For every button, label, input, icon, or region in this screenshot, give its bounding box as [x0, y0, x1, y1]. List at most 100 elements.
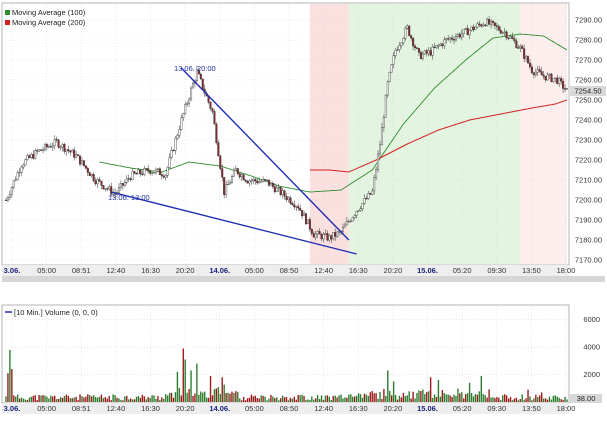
candle-body — [16, 172, 19, 180]
candle-body — [123, 182, 126, 186]
candle-body — [289, 197, 292, 204]
candle-body — [283, 190, 286, 197]
wedge-upper-line — [180, 67, 350, 241]
candle-body — [343, 224, 346, 228]
volume-bar — [176, 371, 179, 402]
price-badge-value: 7254.50 — [574, 87, 601, 96]
volume-bar — [73, 397, 75, 402]
candle-body — [248, 180, 251, 184]
candle-body — [425, 50, 428, 54]
candle-body — [260, 181, 263, 183]
volume-bar — [258, 398, 260, 402]
candle-body — [6, 197, 9, 201]
candle-body — [345, 221, 348, 226]
volume-bar — [32, 395, 34, 402]
volume-bar — [170, 392, 173, 402]
volume-bar — [237, 392, 239, 402]
volume-bar — [223, 384, 225, 402]
candle-body — [244, 179, 247, 182]
x-tick-label: 12:40 — [106, 404, 125, 413]
candle-body — [197, 69, 200, 75]
volume-bar — [552, 395, 555, 402]
volume-bar — [92, 395, 95, 402]
candle-body — [412, 37, 415, 47]
candle-body — [310, 228, 313, 234]
volume-bar — [196, 363, 198, 402]
volume-tick-label: 2000 — [583, 370, 600, 379]
volume-bar — [69, 398, 71, 402]
volume-bar — [490, 397, 492, 402]
volume-bar — [295, 399, 297, 402]
volume-bar — [285, 397, 288, 402]
volume-bar — [55, 399, 58, 402]
volume-bar — [194, 393, 196, 402]
candle-body — [151, 172, 154, 174]
candle-body — [262, 179, 265, 182]
candle-body — [160, 174, 163, 177]
candle-body — [521, 45, 524, 49]
volume-bar — [207, 397, 210, 402]
volume-bar — [85, 396, 87, 402]
legend-swatch-ma100 — [5, 10, 10, 15]
candle-body — [184, 104, 187, 114]
candle-body — [527, 56, 530, 64]
candle-body — [80, 160, 83, 165]
ma200-line — [309, 99, 568, 173]
volume-bar — [15, 396, 17, 402]
y-tick-label: 7190.00 — [575, 216, 602, 225]
volume-bar — [431, 397, 434, 402]
candle-body — [478, 23, 481, 25]
candle-body — [499, 30, 502, 34]
candle-body — [45, 144, 48, 148]
volume-tick-label: 6000 — [583, 315, 600, 324]
volume-bar — [457, 388, 459, 402]
candle-body — [82, 160, 85, 166]
candle-body — [353, 215, 356, 218]
candle-body — [441, 43, 444, 47]
candle-body — [301, 210, 304, 217]
candle-body — [156, 168, 159, 170]
candle-body — [4, 199, 7, 202]
candle-body — [392, 55, 395, 65]
volume-bar — [459, 393, 461, 402]
volume-bar — [311, 396, 313, 402]
candle-body — [324, 233, 327, 235]
volume-bar — [120, 399, 122, 402]
volume-bar — [44, 395, 46, 402]
volume-bar — [168, 392, 171, 402]
candle-body — [139, 169, 142, 175]
legend-swatch-ma200 — [5, 20, 10, 25]
volume-bar — [233, 392, 235, 402]
candle-body — [168, 157, 171, 168]
volume-bar — [291, 398, 294, 402]
candle-body — [267, 179, 270, 186]
scroll-strip[interactable] — [2, 276, 605, 282]
volume-bar — [174, 392, 177, 402]
candle-body — [215, 123, 218, 143]
candle-body — [223, 177, 226, 195]
candle-body — [406, 25, 409, 29]
volume-bar — [309, 399, 311, 402]
volume-bar — [544, 398, 547, 402]
candle-body — [384, 94, 387, 118]
volume-title: [10 Min.] Volume (0, 0, 0) — [5, 308, 98, 317]
x-tick-label: 05:00 — [37, 266, 56, 275]
volume-bar — [427, 391, 430, 402]
candle-body — [447, 38, 450, 40]
volume-bar — [369, 392, 371, 402]
high-annotation: 13.06. 20:00 — [174, 64, 216, 73]
candle-body — [131, 171, 134, 180]
candle-body — [534, 71, 537, 76]
volume-bar — [270, 394, 272, 402]
volume-bar — [320, 395, 323, 402]
candle-body — [367, 193, 370, 199]
candle-body — [127, 178, 130, 180]
volume-bar — [34, 395, 36, 402]
volume-bar — [355, 395, 358, 402]
volume-bar — [445, 394, 447, 402]
volume-bar — [30, 396, 33, 402]
volume-bar — [381, 399, 383, 402]
volume-bar — [453, 394, 455, 402]
candle-body — [326, 233, 329, 241]
volume-bar — [303, 395, 305, 402]
